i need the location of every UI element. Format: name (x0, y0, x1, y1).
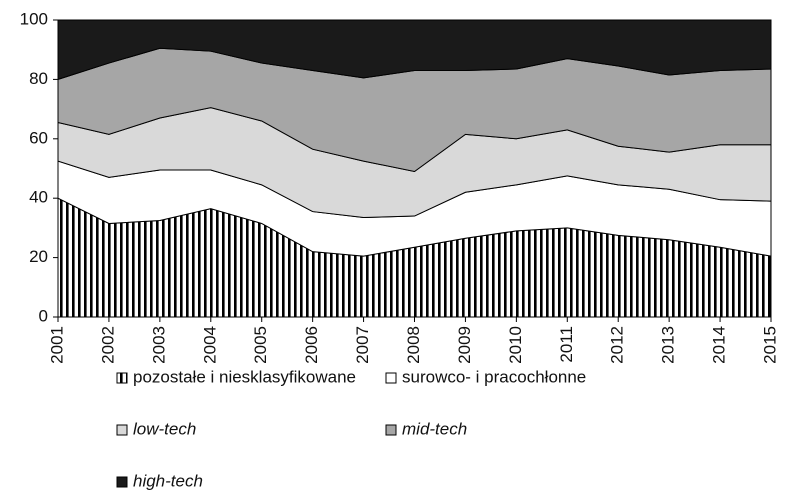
x-tick-label: 2004 (200, 326, 219, 364)
x-tick-label: 2014 (710, 326, 729, 364)
y-tick-label: 100 (20, 9, 48, 28)
x-tick-label: 2006 (302, 326, 321, 364)
x-tick-label: 2001 (47, 326, 66, 364)
legend-label: pozostałe i niesklasyfikowane (133, 367, 356, 386)
legend-swatch (116, 372, 128, 384)
legend-swatch (385, 424, 397, 436)
x-tick-label: 2005 (251, 326, 270, 364)
y-tick-label: 0 (39, 306, 48, 325)
area (57, 19, 772, 81)
x-tick-label: 2012 (608, 326, 627, 364)
x-tick-label: 2013 (659, 326, 678, 364)
legend-swatch (116, 476, 128, 488)
legend-label: surowco- i pracochłonne (402, 367, 586, 386)
x-tick-label: 2007 (353, 326, 372, 364)
legend-label: low-tech (133, 419, 196, 438)
x-tick-label: 2002 (98, 326, 117, 364)
y-tick-label: 40 (29, 188, 48, 207)
legend-label: high-tech (133, 471, 203, 490)
legend-swatch (116, 424, 128, 436)
legend-label: mid-tech (402, 419, 467, 438)
x-tick-label: 2011 (557, 326, 576, 363)
x-tick-label: 2015 (760, 326, 779, 364)
x-tick-label: 2003 (149, 326, 168, 364)
legend-swatch (385, 372, 397, 384)
y-tick-label: 20 (29, 247, 48, 266)
y-tick-label: 80 (29, 69, 48, 88)
y-tick-label: 60 (29, 128, 48, 147)
x-tick-label: 2010 (506, 326, 525, 364)
x-tick-label: 2008 (404, 326, 423, 364)
x-tick-label: 2009 (455, 326, 474, 364)
